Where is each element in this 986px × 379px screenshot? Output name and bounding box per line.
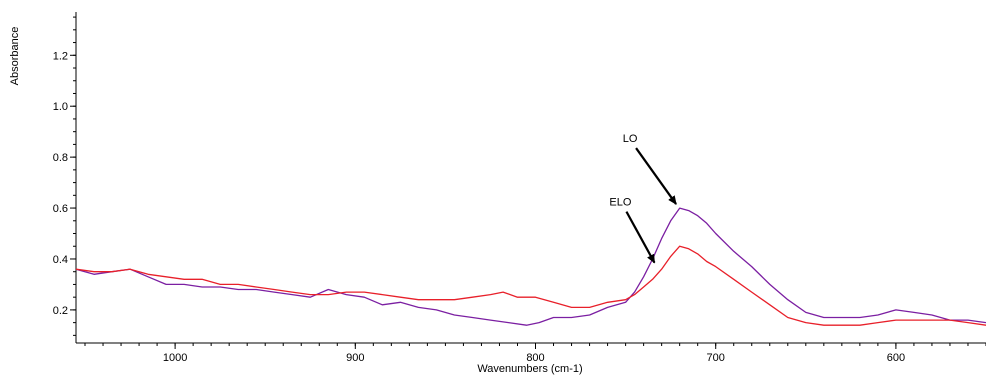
y-tick-label: 0.2	[53, 305, 68, 317]
series-line-lo	[75, 207, 986, 326]
x-tick-label: 700	[707, 352, 725, 364]
major-tick-marks	[70, 54, 897, 349]
x-tick-label: 1000	[163, 352, 187, 364]
annotation-label-elo: ELO	[609, 197, 631, 209]
y-tick-label: 1.2	[53, 50, 68, 62]
x-tick-label: 600	[887, 352, 905, 364]
x-tick-label: 800	[526, 352, 544, 364]
annotation-arrow-elo	[625, 211, 656, 264]
annotations: LO ELO	[609, 133, 677, 264]
series-line-elo	[75, 245, 986, 326]
annotation-arrow-lo	[635, 147, 677, 205]
x-tick-label: 900	[346, 352, 364, 364]
y-tick-label: 1.0	[53, 101, 68, 113]
y-tick-label: 0.8	[53, 152, 68, 164]
x-axis-title: Wavenumbers (cm-1)	[477, 363, 582, 375]
y-tick-label: 0.4	[53, 254, 68, 266]
series-lines	[75, 207, 986, 326]
y-tick-label: 0.6	[53, 203, 68, 215]
y-axis-title: Absorbance	[9, 27, 21, 86]
tick-labels: 1000 900 800 700 600 0.2 0.4 0.6 0.8 1.0 1.2	[53, 50, 905, 364]
annotation-label-lo: LO	[623, 133, 638, 145]
